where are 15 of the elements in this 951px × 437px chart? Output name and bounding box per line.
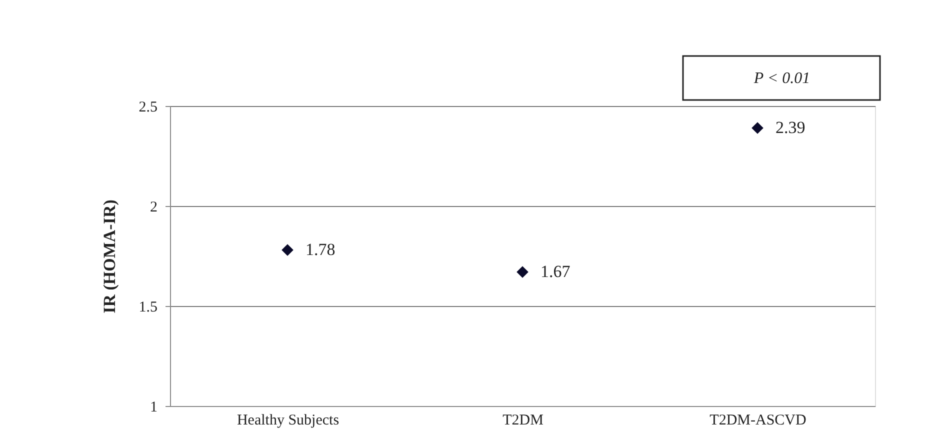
y-tick-label: 2.5: [138, 100, 158, 116]
data-label: 2.39: [776, 118, 806, 137]
x-tick-label: Healthy Subjects: [236, 412, 340, 428]
point: [752, 122, 764, 134]
data-label: 1.78: [306, 240, 336, 259]
point: [282, 244, 294, 256]
text: P < 0.01: [752, 70, 810, 87]
data-label: 1.67: [540, 262, 571, 281]
y-tick-label: 1.5: [138, 300, 158, 316]
y-axis-title: IR (HOMA-IR): [100, 200, 119, 314]
y-tick-label: 1: [150, 400, 158, 416]
x-tick-label: T2DM: [502, 412, 544, 428]
point: [516, 266, 528, 278]
x-tick-label: T2DM-ASCVD: [710, 412, 806, 428]
y-tick-label: 2: [150, 200, 158, 216]
